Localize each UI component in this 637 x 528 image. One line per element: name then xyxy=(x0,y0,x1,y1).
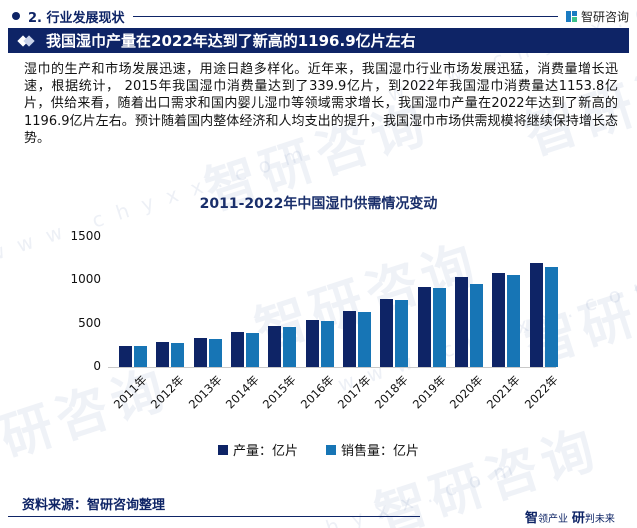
bar-production-2013年 xyxy=(193,338,207,367)
data-source: 资料来源：智研咨询整理 xyxy=(22,498,166,513)
bar-production-2012年 xyxy=(156,342,170,367)
body-paragraph: 湿巾的生产和市场发展迅速，用途日趋多样化。近年来，我国湿巾行业市场发展迅猛，消费… xyxy=(24,62,618,146)
x-axis-line xyxy=(108,367,556,368)
bar-sales-2017年 xyxy=(358,312,371,367)
bar-sales-2013年 xyxy=(208,339,222,367)
headline-title: 我国湿巾产量在2022年达到了新高的1196.9亿片左右 xyxy=(46,32,416,50)
bar-plot-area xyxy=(108,0,558,367)
bar-production-2014年 xyxy=(231,332,244,367)
slogan-text: 领产业 xyxy=(538,514,569,525)
bar-production-2022年 xyxy=(529,263,543,367)
legend-label: 销售量：亿片 xyxy=(341,444,420,459)
bar-production-2020年 xyxy=(455,277,468,367)
bar-production-2017年 xyxy=(343,311,356,367)
y-tick-label: 500 xyxy=(78,315,101,330)
bar-sales-2019年 xyxy=(432,288,446,367)
bar-production-2016年 xyxy=(305,320,319,367)
legend-item-sales: 销售量：亿片 xyxy=(326,440,419,459)
brand-logo: 智研咨询 xyxy=(565,8,629,25)
bar-sales-2020年 xyxy=(470,284,483,367)
bar-sales-2012年 xyxy=(171,343,185,367)
diamond-icon xyxy=(17,34,36,47)
footer-divider xyxy=(8,516,420,517)
legend-label: 产量：亿片 xyxy=(232,444,298,459)
bar-sales-2016年 xyxy=(320,320,334,367)
y-tick-label: 1000 xyxy=(70,272,101,287)
y-tick-label: 1500 xyxy=(70,229,101,243)
slogan-text: 判未来 xyxy=(584,514,615,525)
legend-swatch-icon xyxy=(217,444,228,455)
chart-title: 2011-2022年中国湿巾供需情况变动 xyxy=(199,196,438,212)
bar-sales-2018年 xyxy=(395,300,409,367)
bullet-dot-icon xyxy=(12,12,20,20)
brand-name: 智研咨询 xyxy=(580,9,629,24)
bar-sales-2021年 xyxy=(507,275,521,367)
y-tick-label: 0 xyxy=(93,359,101,373)
chart-legend: 产量：亿片 销售量：亿片 xyxy=(0,440,637,459)
legend-item-production: 产量：亿片 xyxy=(217,440,298,459)
bar-production-2021年 xyxy=(492,273,506,367)
section-title: 2. 行业发展现状 xyxy=(28,10,125,26)
bar-production-2015年 xyxy=(268,326,282,367)
bar-sales-2011年 xyxy=(134,346,147,367)
bar-sales-2015年 xyxy=(283,326,297,367)
brand-logo-icon xyxy=(565,10,577,22)
bar-production-2019年 xyxy=(417,287,431,367)
bar-production-2018年 xyxy=(380,299,394,367)
slogan-char: 研 xyxy=(571,511,585,526)
headline-banner: 我国湿巾产量在2022年达到了新高的1196.9亿片左右 xyxy=(8,28,629,53)
bar-production-2011年 xyxy=(119,346,132,367)
footer-slogan: 智领产业 研判未来 xyxy=(525,507,615,526)
header-divider xyxy=(132,15,558,17)
legend-swatch-icon xyxy=(326,444,336,455)
bar-sales-2022年 xyxy=(544,267,558,367)
section-header: 2. 行业发展现状 智研咨询 xyxy=(8,6,629,26)
slogan-char: 智 xyxy=(525,511,539,526)
bar-sales-2014年 xyxy=(246,333,259,367)
